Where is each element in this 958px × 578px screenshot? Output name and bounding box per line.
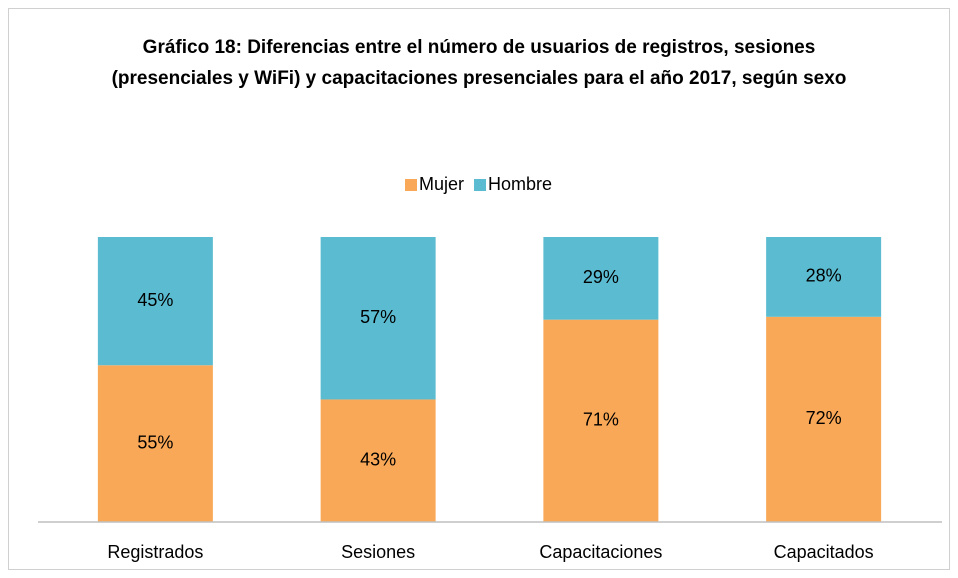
bar-segment bbox=[543, 237, 659, 320]
chart-title: Gráfico 18: Diferencias entre el número … bbox=[111, 37, 847, 89]
x-tick-label: Registrados bbox=[107, 542, 203, 562]
bar-segment bbox=[320, 237, 436, 400]
data-label: 55% bbox=[137, 432, 173, 452]
legend-swatch bbox=[474, 179, 487, 191]
data-label: 28% bbox=[806, 266, 842, 286]
data-label: 72% bbox=[806, 408, 842, 428]
x-tick-label: Capacitaciones bbox=[539, 542, 662, 562]
bar-segment bbox=[766, 316, 882, 522]
data-label: 43% bbox=[360, 449, 396, 469]
data-label: 29% bbox=[583, 267, 619, 287]
bar-segment bbox=[97, 237, 213, 366]
data-label: 57% bbox=[360, 307, 396, 327]
bar-segment bbox=[320, 399, 436, 522]
bar-segment bbox=[766, 237, 882, 317]
x-tick-label: Sesiones bbox=[341, 542, 415, 562]
legend-swatch bbox=[405, 179, 417, 191]
x-tick-label: Capacitados bbox=[774, 542, 874, 562]
bar-segment bbox=[97, 365, 213, 522]
bar-segment bbox=[543, 319, 659, 522]
data-label: 45% bbox=[137, 290, 173, 310]
data-label: 71% bbox=[583, 410, 619, 430]
legend-label: Mujer bbox=[419, 174, 464, 194]
legend-label: Hombre bbox=[488, 174, 552, 194]
